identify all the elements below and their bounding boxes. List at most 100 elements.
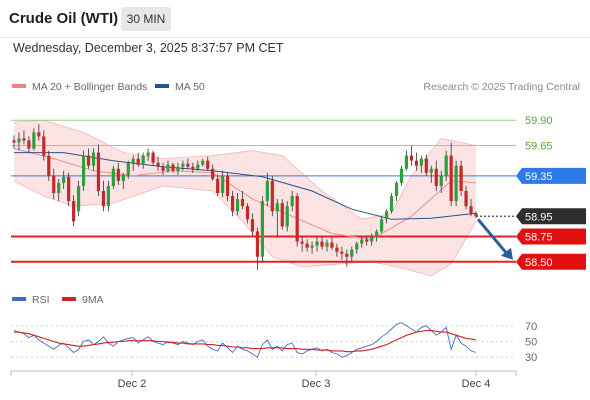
candle-body: [439, 175, 443, 186]
candle-body: [459, 165, 463, 191]
candle-body: [375, 231, 379, 237]
candle-body: [111, 168, 115, 186]
candle-body: [404, 155, 409, 169]
candle-body: [380, 219, 384, 232]
ma50-line: [14, 152, 477, 220]
candle-body: [320, 241, 324, 247]
pivot-label: 59.35: [525, 171, 553, 183]
candle-body: [62, 176, 66, 183]
candle-body: [444, 155, 448, 176]
rsi-line: [13, 322, 477, 358]
legend-label-ma20: MA 20 + Bollinger Bands: [32, 81, 147, 93]
candle-body: [22, 138, 26, 141]
candle-body: [464, 191, 468, 207]
candle-body: [201, 160, 205, 165]
candle-body: [96, 152, 101, 191]
candle-body: [335, 247, 339, 252]
candle-body: [394, 182, 399, 197]
current-price-label: 58.95: [525, 211, 553, 223]
header-divider: [0, 37, 590, 38]
support-label-5: 58.50: [525, 257, 553, 269]
candle-body: [384, 211, 389, 220]
forecast-arrow-shaft: [476, 218, 509, 255]
candle-body: [47, 155, 51, 176]
candles-layer: [12, 124, 478, 270]
candle-body: [270, 180, 274, 212]
candle-body: [206, 160, 210, 169]
timeframe-button[interactable]: 30 MIN: [121, 7, 171, 31]
candle-body: [295, 196, 299, 242]
candle-body: [345, 253, 349, 257]
rsi-ma-line: [14, 329, 477, 353]
bollinger-band-fill: [14, 120, 476, 276]
x-tick-label: Dec 2: [118, 378, 147, 390]
candle-body: [131, 158, 135, 163]
legend-label-9ma: 9MA: [82, 294, 104, 306]
candle-body: [265, 180, 269, 202]
rsi-panel: 70 50 30: [11, 321, 537, 364]
candle-body: [424, 158, 428, 173]
bollinger-lower-line: [13, 180, 477, 277]
candle-body: [370, 236, 374, 242]
candle-body: [91, 152, 96, 166]
candle-body: [409, 155, 414, 161]
candle-body: [469, 206, 473, 214]
candle-body: [17, 138, 21, 143]
candle-body: [434, 168, 438, 186]
candle-body: [330, 242, 334, 248]
candle-body: [196, 164, 200, 169]
candle-body: [176, 166, 180, 171]
candle-body: [136, 158, 140, 165]
candle-body: [310, 245, 314, 248]
page-title: Crude Oil (WTI): [9, 10, 119, 27]
candle-body: [101, 191, 106, 207]
candle-body: [240, 199, 245, 207]
candle-body: [191, 166, 195, 169]
candle-body: [300, 241, 304, 244]
candle-body: [76, 185, 81, 212]
candle-body: [235, 199, 240, 212]
candle-body: [72, 201, 76, 222]
candle-body: [86, 155, 91, 166]
candle-body: [260, 201, 264, 257]
forecast-arrow-head: [501, 247, 513, 260]
candle-body: [57, 182, 61, 194]
candle-body: [186, 163, 190, 167]
rsi-tick-label: 30: [525, 352, 537, 364]
candle-body: [419, 158, 423, 166]
support-tag-5: [516, 253, 586, 270]
candle-body: [81, 155, 86, 186]
candle-body: [365, 239, 369, 242]
candle-body: [290, 196, 294, 207]
candle-body: [305, 243, 309, 248]
candle-body: [32, 132, 36, 149]
candle-body: [449, 155, 453, 202]
level-label-0: 59.90: [525, 115, 553, 127]
candle-body: [221, 175, 225, 194]
price-tags-layer: 59.90 59.65 59.35 58.95 58.75 58.50: [476, 115, 586, 270]
candle-body: [161, 166, 165, 171]
candle-body: [280, 203, 284, 227]
legend-label-ma50: MA 50: [175, 81, 205, 93]
candle-body: [37, 132, 41, 137]
candle-body: [106, 185, 110, 207]
credit-text: Research © 2025 Trading Central: [423, 81, 580, 93]
ma20-line: [13, 148, 477, 241]
candle-body: [325, 242, 329, 247]
candle-body: [52, 175, 56, 194]
candle-body: [171, 164, 175, 171]
legend-swatch-ma50: [155, 84, 169, 88]
candle-body: [245, 206, 250, 220]
candle-body: [350, 249, 354, 257]
pivot-tag: [516, 167, 586, 184]
candle-body: [275, 203, 279, 212]
candle-body: [360, 239, 364, 244]
level-label-1: 59.65: [525, 141, 553, 153]
candle-body: [389, 196, 394, 212]
candle-body: [151, 152, 155, 163]
candle-body: [121, 174, 125, 181]
legend-swatch-ma20: [12, 84, 26, 88]
candle-body: [250, 219, 255, 232]
candle-body: [12, 140, 16, 143]
x-tick-label: Dec 4: [462, 378, 491, 390]
